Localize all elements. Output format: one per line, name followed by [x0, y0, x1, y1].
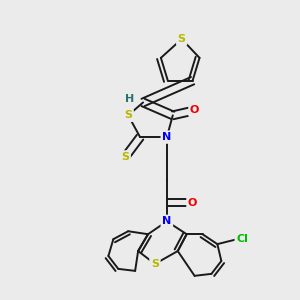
- Text: S: S: [124, 110, 132, 120]
- Text: H: H: [124, 94, 134, 104]
- Text: N: N: [162, 132, 172, 142]
- Text: S: S: [121, 152, 129, 162]
- Text: S: S: [178, 34, 186, 44]
- Text: O: O: [188, 197, 197, 208]
- Text: S: S: [151, 259, 159, 269]
- Text: N: N: [162, 216, 172, 226]
- Text: O: O: [190, 105, 199, 116]
- Text: Cl: Cl: [236, 234, 248, 244]
